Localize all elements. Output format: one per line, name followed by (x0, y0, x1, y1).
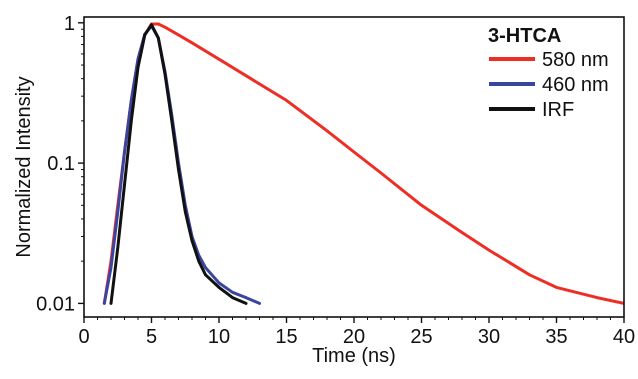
data-point (204, 266, 207, 269)
data-point (487, 248, 491, 252)
data-point (170, 119, 173, 123)
data-point (190, 41, 194, 44)
data-point (103, 302, 106, 305)
y-tick-label: 1 (64, 13, 75, 35)
data-point (258, 302, 261, 305)
data-point (555, 286, 558, 289)
x-tick-label: 0 (78, 326, 89, 348)
data-point (244, 302, 248, 305)
legend: 3-HTCA 580 nm 460 nm IRF (488, 25, 609, 121)
data-point (379, 171, 383, 175)
series-layer (102, 22, 624, 305)
data-point (217, 286, 221, 289)
data-point (163, 26, 167, 29)
data-point (157, 22, 160, 26)
x-tick-label: 35 (545, 326, 567, 348)
data-point (204, 273, 207, 276)
axis-layer: 0 5 10 15 20 25 30 35 40 0.01 0.1 1 (36, 13, 635, 348)
data-point (136, 66, 140, 69)
data-point (116, 210, 120, 213)
data-point (177, 168, 180, 171)
data-point (150, 23, 153, 26)
data-point (109, 302, 113, 305)
data-point (116, 246, 120, 249)
data-point (217, 281, 221, 285)
data-point (184, 210, 187, 213)
data-point (130, 99, 133, 102)
x-tick-label: 40 (613, 326, 635, 348)
data-point (420, 204, 423, 207)
y-tick-label: 0.01 (36, 293, 75, 315)
data-point (143, 33, 146, 37)
data-point (123, 150, 126, 154)
data-point (157, 36, 160, 40)
x-tick-label: 5 (146, 326, 157, 348)
legend-items: 580 nm 460 nm IRF (489, 49, 609, 121)
data-point (163, 73, 167, 76)
data-point (528, 273, 531, 276)
data-point (231, 296, 234, 299)
x-tick-label: 30 (478, 326, 500, 348)
x-tick-label: 25 (410, 326, 432, 348)
data-point (190, 239, 194, 242)
legend-label: 460 nm (542, 74, 609, 96)
data-point (352, 150, 356, 154)
data-point (244, 296, 248, 299)
series-line-3 (109, 23, 248, 305)
x-tick-label: 15 (275, 326, 297, 348)
x-tick-label: 20 (343, 326, 365, 348)
data-point (325, 129, 329, 132)
legend-label: IRF (542, 99, 574, 121)
x-tick-label: 10 (208, 326, 230, 348)
data-point (231, 291, 234, 294)
data-point (244, 74, 248, 77)
data-point (123, 183, 126, 186)
data-point (197, 260, 200, 263)
data-point (177, 33, 180, 37)
data-point (285, 99, 288, 102)
data-point (217, 58, 221, 61)
data-point (595, 296, 599, 299)
y-tick-label: 0.1 (47, 153, 75, 175)
legend-title: 3-HTCA (488, 25, 561, 47)
legend-label: 580 nm (542, 49, 609, 71)
x-axis-label: Time (ns) (312, 345, 396, 367)
data-point (460, 231, 464, 234)
data-point (109, 266, 113, 269)
data-point (130, 119, 133, 123)
y-axis-label: Normalized Intensity (13, 76, 35, 257)
